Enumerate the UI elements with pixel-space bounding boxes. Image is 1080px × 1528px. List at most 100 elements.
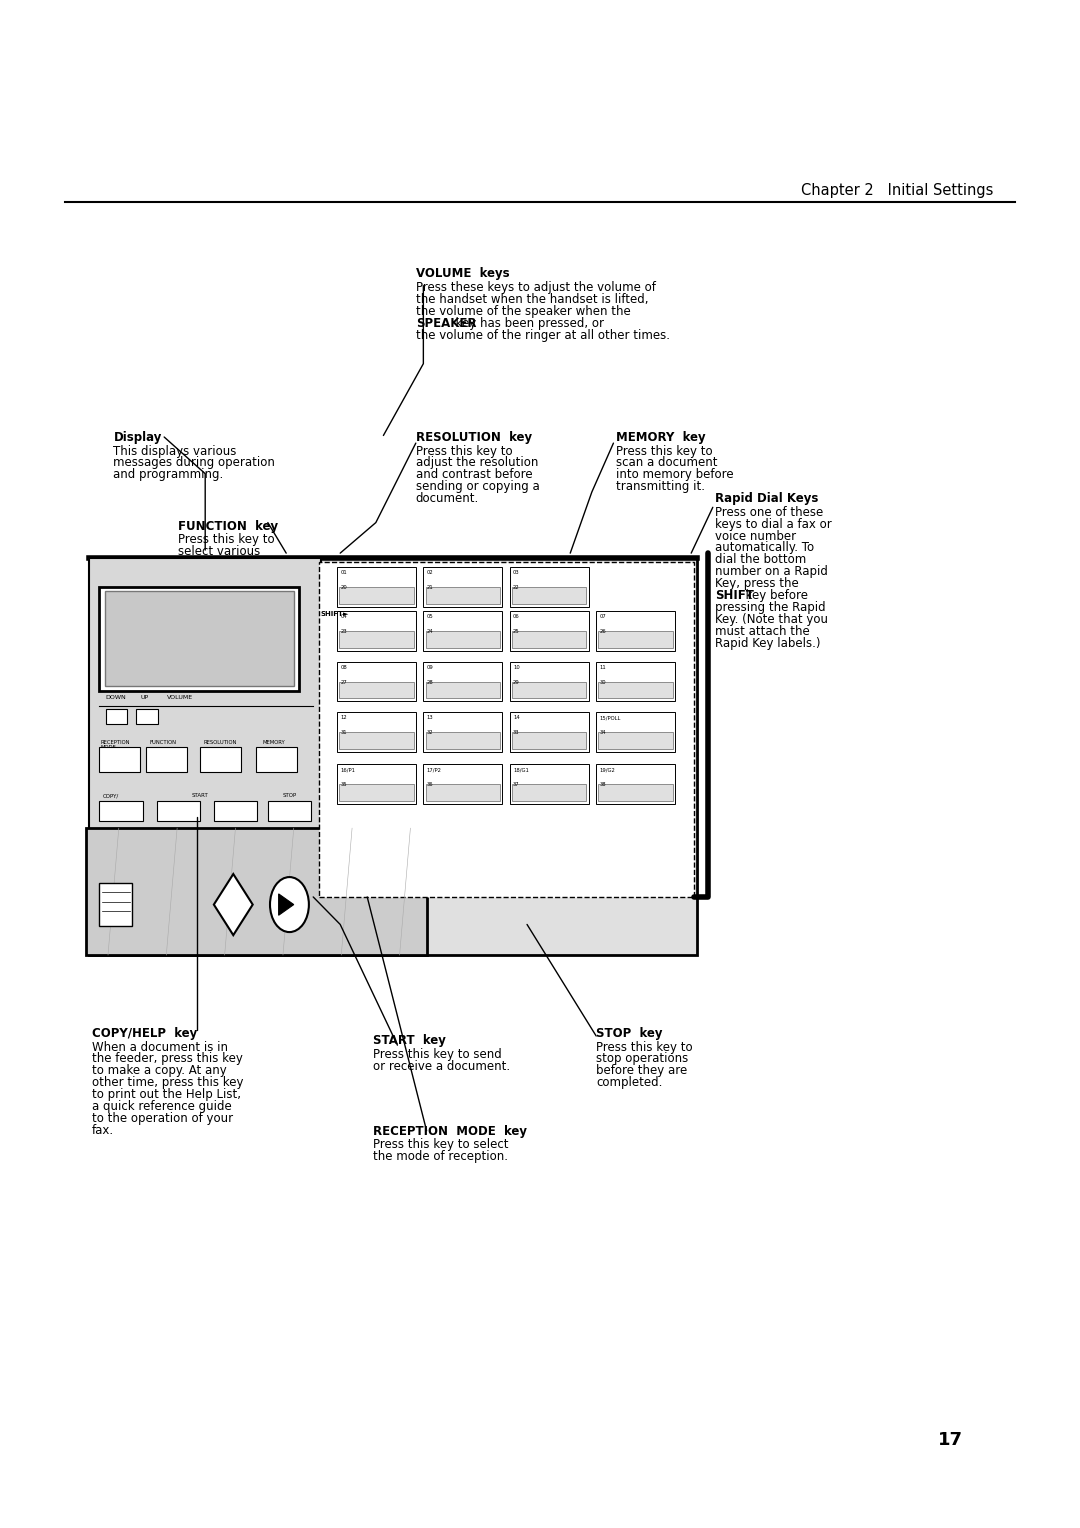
Text: RESOLUTION: RESOLUTION <box>203 740 237 744</box>
Bar <box>423 611 502 651</box>
Text: 36: 36 <box>427 782 433 787</box>
Text: fax.: fax. <box>92 1123 113 1137</box>
Text: 13: 13 <box>427 715 433 720</box>
Bar <box>339 631 414 648</box>
Bar <box>99 587 299 691</box>
Polygon shape <box>214 874 253 935</box>
Text: 22: 22 <box>513 585 519 590</box>
Text: the feeder, press this key: the feeder, press this key <box>92 1053 243 1065</box>
Text: 08: 08 <box>340 665 347 669</box>
Bar <box>598 631 673 648</box>
Text: START  key: START key <box>373 1034 445 1048</box>
Polygon shape <box>279 894 294 915</box>
Bar <box>598 681 673 698</box>
Text: 11: 11 <box>599 665 606 669</box>
Text: select various: select various <box>178 545 260 558</box>
Text: to print out the Help List,: to print out the Help List, <box>92 1088 241 1102</box>
Text: 07: 07 <box>599 614 606 619</box>
Text: key has been pressed, or: key has been pressed, or <box>448 316 604 330</box>
Bar <box>337 662 416 701</box>
Bar <box>214 801 257 821</box>
Text: START: START <box>191 793 208 798</box>
Bar <box>423 764 502 804</box>
Text: Press this key to: Press this key to <box>416 445 512 457</box>
Text: pressing the Rapid: pressing the Rapid <box>715 601 825 614</box>
Text: Display: Display <box>113 431 162 445</box>
Text: 18/G1: 18/G1 <box>513 767 529 772</box>
Text: When a document is in: When a document is in <box>92 1041 228 1053</box>
Bar <box>512 784 586 801</box>
Text: a quick reference guide: a quick reference guide <box>92 1100 231 1112</box>
Text: Press this key to send: Press this key to send <box>373 1048 501 1060</box>
Text: SHIFT►: SHIFT► <box>321 611 349 617</box>
Text: 02: 02 <box>427 570 433 575</box>
Text: the volume of the speaker when the: the volume of the speaker when the <box>416 306 631 318</box>
Text: to make a copy. At any: to make a copy. At any <box>92 1065 227 1077</box>
Text: keys to dial a fax or: keys to dial a fax or <box>715 518 832 530</box>
Text: adjust the resolution: adjust the resolution <box>416 457 538 469</box>
Text: other time, press this key: other time, press this key <box>92 1076 243 1089</box>
Bar <box>423 662 502 701</box>
Text: 34: 34 <box>599 730 606 735</box>
Text: the mode of reception.: the mode of reception. <box>373 1151 508 1163</box>
Bar <box>596 764 675 804</box>
Bar <box>510 611 589 651</box>
Text: Press this key to: Press this key to <box>596 1041 692 1053</box>
Text: Press one of these: Press one of these <box>715 506 823 518</box>
Text: DOWN: DOWN <box>106 695 126 700</box>
Text: 33: 33 <box>513 730 519 735</box>
Bar <box>426 587 500 604</box>
Bar <box>337 567 416 607</box>
Bar <box>89 558 697 955</box>
Text: 38: 38 <box>599 782 606 787</box>
Text: RESOLUTION  key: RESOLUTION key <box>416 431 532 445</box>
Text: This displays various: This displays various <box>113 445 237 457</box>
Text: 03: 03 <box>513 570 519 575</box>
Text: to the operation of your: to the operation of your <box>92 1112 233 1125</box>
Bar <box>268 801 311 821</box>
Bar <box>86 828 427 955</box>
Text: 29: 29 <box>513 680 519 685</box>
Bar <box>423 712 502 752</box>
Text: STOP  key: STOP key <box>596 1027 663 1041</box>
Text: VOLUME: VOLUME <box>167 695 193 700</box>
Bar <box>512 631 586 648</box>
Bar <box>319 562 694 897</box>
Bar <box>423 567 502 607</box>
Bar <box>510 567 589 607</box>
Bar <box>339 681 414 698</box>
Text: 09: 09 <box>427 665 433 669</box>
Text: Rapid Key labels.): Rapid Key labels.) <box>715 637 821 649</box>
Bar <box>99 883 132 926</box>
Bar <box>512 681 586 698</box>
Bar <box>136 709 158 724</box>
Text: completed.: completed. <box>596 1076 662 1089</box>
Bar <box>596 712 675 752</box>
Text: 26: 26 <box>599 630 606 634</box>
Bar <box>339 587 414 604</box>
Bar <box>99 747 140 772</box>
Bar <box>339 732 414 749</box>
Text: 17/P2: 17/P2 <box>427 767 442 772</box>
Text: scan a document: scan a document <box>616 457 717 469</box>
Text: 27: 27 <box>340 680 347 685</box>
Text: RECEPTION
MODE: RECEPTION MODE <box>100 740 130 750</box>
Text: key before: key before <box>738 588 808 602</box>
Text: and programming.: and programming. <box>113 469 224 481</box>
Text: before they are: before they are <box>596 1065 687 1077</box>
Text: stop operations: stop operations <box>596 1053 688 1065</box>
Text: HELP: HELP <box>103 802 117 807</box>
Text: 16/P1: 16/P1 <box>340 767 355 772</box>
Text: 12: 12 <box>340 715 347 720</box>
Text: 15/POLL: 15/POLL <box>599 715 621 720</box>
Text: Press this key to: Press this key to <box>178 533 274 545</box>
Text: Key, press the: Key, press the <box>715 578 799 590</box>
Text: must attach the: must attach the <box>715 625 810 637</box>
Text: messages during operation: messages during operation <box>113 457 275 469</box>
Text: 31: 31 <box>340 730 347 735</box>
Bar <box>426 784 500 801</box>
Text: 19/G2: 19/G2 <box>599 767 616 772</box>
Text: Rapid Dial Keys: Rapid Dial Keys <box>715 492 819 506</box>
Text: Press this key to: Press this key to <box>616 445 712 457</box>
Text: 06: 06 <box>513 614 519 619</box>
